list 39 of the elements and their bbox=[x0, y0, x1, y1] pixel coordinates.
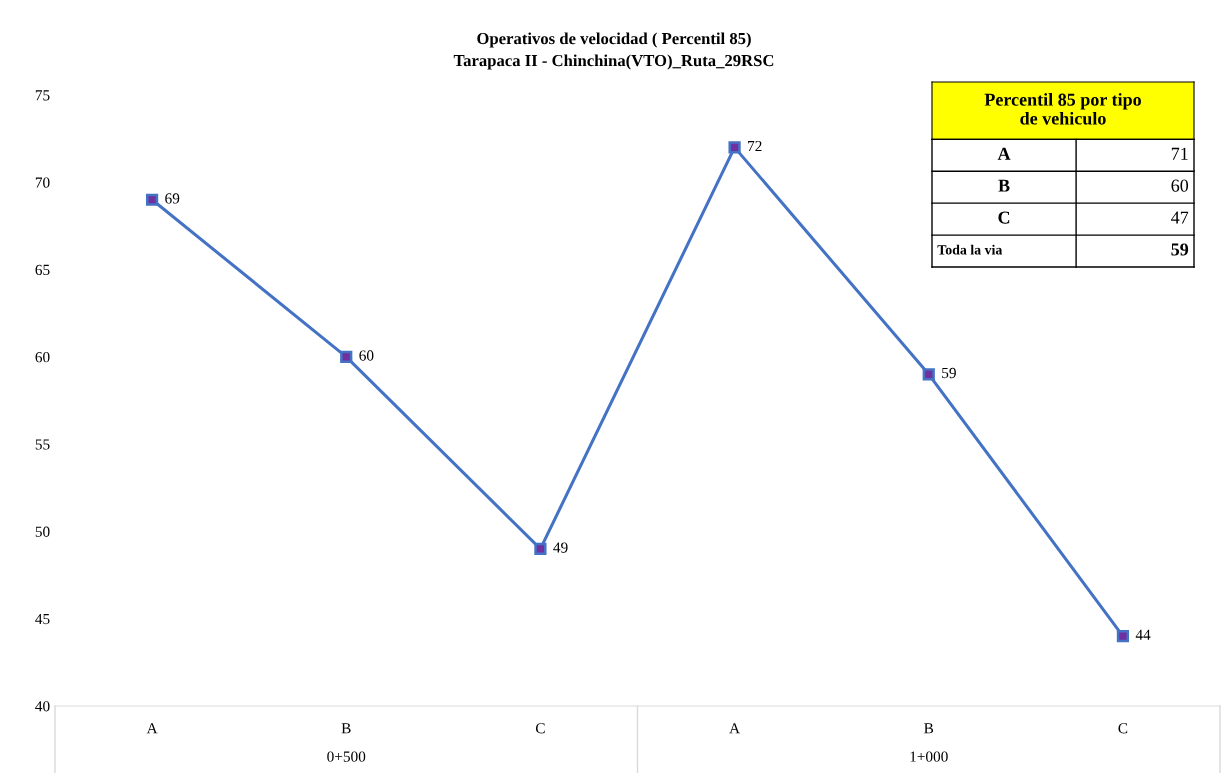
annotation: B bbox=[998, 179, 1010, 192]
x-tick-label: C bbox=[1118, 723, 1128, 734]
data-label: 72 bbox=[748, 140, 762, 152]
point bbox=[340, 350, 353, 363]
annotation: 60 bbox=[1171, 179, 1189, 192]
annotation: Toda la via bbox=[937, 244, 1003, 255]
data-label: 60 bbox=[359, 350, 374, 361]
y-tick-label: 75 bbox=[35, 90, 50, 101]
chart-title: Operativos de velocidad ( Percentil 85) bbox=[477, 32, 751, 48]
data-label: 49 bbox=[553, 542, 568, 553]
y-tick-label: 70 bbox=[35, 177, 50, 188]
x-tick-label: B bbox=[341, 723, 351, 734]
data-label: 44 bbox=[1135, 629, 1151, 640]
chart-subtitle: Tarapaca II - Chinchina(VTO)_Ruta_29RSC bbox=[453, 54, 774, 70]
point bbox=[534, 542, 547, 555]
y-tick-label: 65 bbox=[35, 264, 50, 276]
data-label: 69 bbox=[165, 193, 180, 204]
point bbox=[728, 141, 741, 154]
y-tick-label: 40 bbox=[35, 701, 50, 712]
annotation: 71 bbox=[1171, 147, 1188, 160]
text: 0+500 bbox=[327, 751, 366, 762]
point bbox=[145, 193, 159, 206]
annotation: 47 bbox=[1171, 211, 1189, 224]
point bbox=[1116, 630, 1130, 643]
point bbox=[922, 368, 935, 381]
text: 1+000 bbox=[910, 751, 948, 762]
y-tick-label: 45 bbox=[35, 613, 50, 625]
x-tick-label: A bbox=[146, 723, 158, 734]
x-tick-label: C bbox=[535, 723, 545, 734]
y-tick-label: 60 bbox=[35, 352, 50, 363]
x-tick-label: B bbox=[924, 723, 934, 734]
y-tick-label: 55 bbox=[35, 439, 50, 450]
annotation: Percentil 85 por tipo de vehiculo bbox=[984, 93, 1141, 125]
data-label: 59 bbox=[942, 367, 956, 379]
annotation: 59 bbox=[1171, 243, 1189, 256]
y-tick-label: 50 bbox=[35, 526, 50, 537]
annotation: A bbox=[997, 147, 1011, 160]
annotation: C bbox=[998, 211, 1010, 224]
x-tick-label: A bbox=[729, 723, 740, 734]
